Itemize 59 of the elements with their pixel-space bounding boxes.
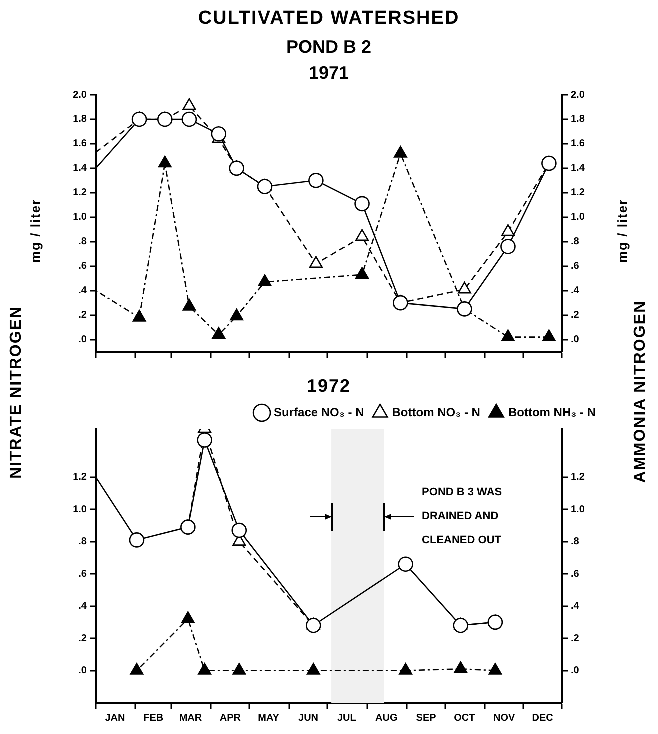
y2-tick-label: 2.0 [571,90,586,101]
chart-title: 1972 [306,376,352,396]
y2-tick-label: 1.4 [571,163,586,174]
x-tick-label: JUL [337,712,356,724]
y2-tick-label: .4 [571,601,580,612]
y2-tick-label: .8 [571,536,580,548]
x-tick-label: FEB [144,712,164,724]
y2-tick-label: .6 [571,261,580,272]
y2-tick-label: .0 [571,334,580,346]
y2-tick-label: .4 [571,286,580,297]
y2-tick-label: .8 [571,236,580,248]
x-tick-label: APR [220,712,242,724]
y2-tick-label: 1.6 [571,138,586,150]
y-tick-label: 1.0 [73,212,88,224]
y-tick-label: .4 [78,601,88,612]
y2-tick-label: 1.2 [571,472,586,484]
legend-label: Bottom NH₃ - N [508,405,596,420]
y-tick-label: 1.2 [73,188,88,199]
y2-tick-label: 1.0 [571,212,586,224]
y-tick-label: .8 [78,236,88,248]
y2-axis-title: AMMONIA NITROGEN [632,300,650,486]
y2-tick-label: .0 [571,666,580,677]
x-tick-label: NOV [494,712,516,724]
y-tick-label: 1.2 [73,472,88,484]
x-tick-label: MAR [179,712,203,724]
y2-axis-title: mg / liter [615,198,630,266]
y2-tick-label: .2 [571,633,580,644]
legend-label: Bottom NO₃ - N [392,405,480,420]
chart-title: CULTIVATED WATERSHED [197,8,461,30]
y2-tick-label: .6 [571,568,580,580]
y-tick-label: .6 [78,261,88,272]
x-tick-label: MAY [258,712,280,724]
y2-tick-label: 1.0 [571,504,586,516]
y-tick-label: .8 [78,536,88,548]
y-tick-label: .0 [78,334,88,346]
x-tick-label: SEP [416,712,437,724]
x-tick-label: AUG [375,712,398,724]
y-tick-label: .4 [78,286,88,297]
x-tick-label: JUN [298,712,319,724]
y2-tick-label: 1.8 [571,114,586,126]
chart-subtitle: POND B 2 1971 [285,36,373,85]
y-tick-label: 1.4 [73,163,88,174]
y-axis-title: mg / liter [28,198,43,266]
y-tick-label: 1.8 [73,114,88,126]
y-tick-label: 1.0 [73,504,88,516]
y-axis-title: NITRATE NITROGEN [8,304,26,481]
y-tick-label: .2 [78,310,88,322]
y-tick-label: .2 [78,633,88,644]
legend-label: Surface NO₃ - N [274,405,364,420]
y2-tick-label: .2 [571,310,580,322]
band-label: POND B 3 WAS DRAINED AND CLEANED OUT [422,486,502,547]
x-tick-label: JAN [105,712,126,724]
x-tick-label: OCT [454,712,476,724]
y2-tick-label: 1.2 [571,188,586,199]
y-tick-label: .0 [78,666,88,677]
y-tick-label: .6 [78,568,88,580]
x-tick-label: DEC [532,712,554,724]
y-tick-label: 1.6 [73,138,88,150]
y-tick-label: 2.0 [73,90,88,101]
